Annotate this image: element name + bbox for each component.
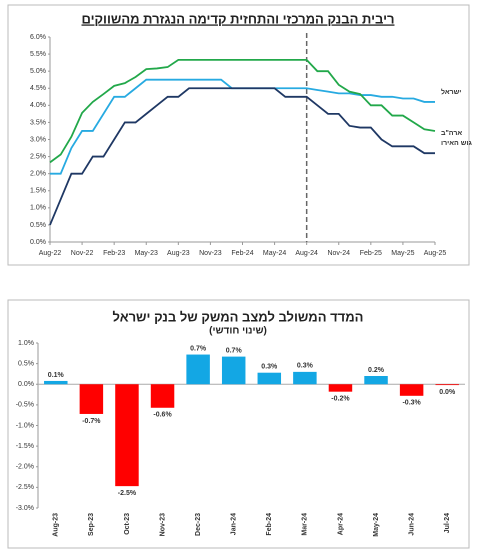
y-tick-label: 6.0%: [30, 34, 46, 41]
x-tick-label: Jul-24: [444, 513, 451, 533]
chart-title: ריבית הבנק המרכזי והתחזית קדימה הנגזרת מ…: [82, 11, 395, 26]
chart-frame: [7, 4, 470, 266]
x-tick-label: Aug-22: [39, 250, 62, 257]
y-tick-label: 4.0%: [30, 102, 46, 109]
x-tick-label: Feb-23: [103, 250, 125, 257]
x-tick-label: Nov-22: [71, 250, 94, 257]
y-tick-label: 0.5%: [18, 360, 34, 367]
value-label: 0.0%: [439, 389, 456, 396]
y-tick-label: 3.5%: [30, 119, 46, 126]
y-tick-label: -2.0%: [16, 464, 34, 471]
x-tick-label: May-25: [391, 250, 414, 257]
value-label: 0.2%: [368, 367, 385, 374]
x-tick-label: Aug-25: [424, 250, 447, 257]
x-tick-label: Apr-24: [337, 513, 344, 535]
value-label: -0.3%: [402, 400, 421, 407]
x-tick-label: May-24: [263, 250, 286, 257]
legend-label: ישראל: [441, 88, 461, 96]
y-tick-label: -1.5%: [16, 443, 34, 450]
bar: [221, 356, 246, 385]
x-tick-label: May-24: [373, 513, 380, 537]
x-tick-label: Jan-24: [231, 513, 238, 535]
x-tick-label: May-23: [135, 250, 158, 257]
series-line: [49, 58, 436, 164]
value-label: 0.3%: [261, 364, 278, 371]
x-tick-label: Aug-24: [295, 250, 318, 257]
y-tick-label: 5.0%: [30, 68, 46, 75]
value-label: 0.1%: [48, 372, 65, 379]
bar: [257, 372, 282, 385]
x-tick-label: Feb-24: [231, 250, 253, 257]
bar: [364, 376, 388, 385]
value-label: 0.7%: [226, 347, 243, 354]
y-tick-label: 5.5%: [30, 51, 46, 58]
value-label: 0.7%: [190, 345, 207, 352]
bar: [399, 384, 424, 396]
y-tick-label: 3.0%: [30, 136, 46, 143]
y-tick-label: -3.0%: [16, 505, 34, 512]
bar: [115, 384, 139, 487]
x-tick-label: Aug-23: [53, 513, 60, 537]
y-tick-label: -1.0%: [16, 422, 34, 429]
y-tick-label: 4.5%: [30, 85, 46, 92]
x-tick-label: Oct-23: [124, 513, 131, 535]
bar: [293, 371, 317, 385]
x-tick-label: Sep-23: [88, 513, 95, 536]
legend-label: ארה"ב: [441, 130, 462, 137]
chart-title: המדד המשולב למצב המשק של בנק ישראל: [113, 309, 364, 324]
value-label: -0.2%: [331, 396, 350, 403]
value-label: -2.5%: [118, 490, 137, 497]
y-tick-label: 1.5%: [30, 188, 46, 195]
x-tick-label: Aug-23: [167, 250, 190, 257]
value-label: -0.7%: [82, 418, 101, 425]
x-tick-label: Nov-23: [199, 250, 222, 257]
bar: [44, 380, 68, 385]
bar: [186, 354, 210, 385]
chart-frame: [7, 299, 470, 549]
bar: [435, 384, 459, 386]
y-tick-label: 2.0%: [30, 171, 46, 178]
chart-subtitle: (שינוי חודשי): [209, 326, 267, 337]
x-tick-label: Feb-25: [360, 250, 382, 257]
value-label: 0.3%: [297, 363, 314, 370]
x-tick-label: Dec-23: [195, 513, 202, 536]
legend-label: גוש האירו: [441, 140, 472, 147]
bar: [328, 384, 353, 392]
x-tick-label: Nov-24: [327, 250, 350, 257]
x-tick-label: Nov-23: [159, 513, 166, 536]
bar: [79, 384, 104, 414]
y-tick-label: 0.0%: [18, 381, 34, 388]
x-tick-label: Jun-24: [408, 513, 415, 536]
y-tick-label: 1.0%: [18, 340, 34, 347]
bar: [150, 384, 175, 408]
x-tick-label: Feb-24: [266, 513, 273, 536]
y-tick-label: -0.5%: [16, 402, 34, 409]
y-tick-label: 0.0%: [30, 239, 46, 246]
y-tick-label: -2.5%: [16, 484, 34, 491]
y-tick-label: 2.5%: [30, 153, 46, 160]
y-tick-label: 1.0%: [30, 205, 46, 212]
series-line: [49, 87, 435, 226]
x-tick-label: Mar-24: [302, 513, 309, 536]
y-tick-label: 0.5%: [30, 222, 46, 229]
value-label: -0.6%: [153, 412, 172, 419]
